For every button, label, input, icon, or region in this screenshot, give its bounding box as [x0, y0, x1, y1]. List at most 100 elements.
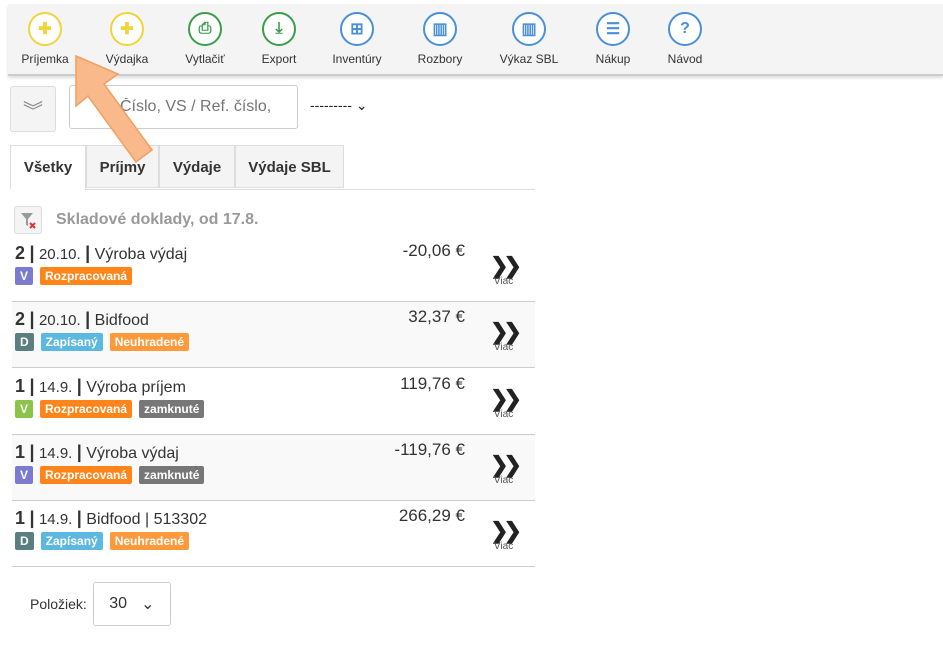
table-row[interactable]: 2 | 20.10. | Výroba výdaj -20,06 € V Rozp…: [12, 236, 535, 302]
toolbar-label: Export: [261, 52, 297, 66]
help-icon: ?: [668, 12, 702, 46]
toolbar-inventúry-button[interactable]: ⊞ Inventúry: [317, 12, 397, 66]
pager: Položiek: 30 ⌄: [30, 582, 171, 626]
status-badge: Neuhradené: [109, 532, 190, 551]
row-name: Bidfood: [94, 312, 149, 330]
status-badge: Rozpracovaná: [40, 267, 133, 285]
row-number: 2: [15, 243, 26, 263]
row-date: 14.9.: [38, 444, 73, 462]
row-title: 2 | 20.10. | Výroba výdaj: [15, 243, 188, 263]
more-button[interactable]: ❯❯ Viac: [490, 385, 522, 420]
heading-text: Skladové doklady, od 17.8.: [56, 211, 259, 228]
bar-chart-icon: ▥: [423, 12, 457, 46]
printer-icon: ⎙: [188, 12, 222, 46]
table-row[interactable]: 1 | 14.9. | Výroba príjem 119,76 € V Rozp…: [12, 369, 535, 435]
menu-icon: ☰: [596, 12, 630, 46]
filter-remove-icon: [21, 213, 36, 229]
row-date: 20.10.: [38, 312, 81, 330]
double-chevron-right-icon: ❯❯: [490, 253, 522, 278]
row-name: Výroba výdaj: [86, 444, 179, 462]
expand-filters-button[interactable]: ︾: [10, 86, 56, 132]
filter-select-value: ---------: [310, 97, 352, 113]
tab-vsetky[interactable]: Všetky: [10, 145, 86, 190]
row-number: 1: [15, 508, 26, 529]
double-chevron-right-icon: ❯❯: [490, 319, 522, 345]
row-badges: D Zapísaný Neuhradené: [15, 333, 190, 352]
status-badge: zamknuté: [139, 465, 205, 484]
status-badge: V: [15, 465, 34, 484]
search-input[interactable]: [69, 85, 298, 129]
more-button[interactable]: ❯❯ Viac: [490, 319, 522, 354]
row-badges: V Rozpracovaná zamknuté: [15, 399, 205, 418]
toolbar-label: Rozbory: [417, 52, 463, 66]
status-badge: Rozpracovaná: [40, 465, 133, 484]
row-number: 1: [15, 441, 26, 462]
chevron-down-icon: ⌄: [141, 596, 155, 613]
row-date: 14.9.: [38, 378, 73, 396]
plus-icon: ✚: [110, 12, 144, 46]
status-badge: D: [15, 532, 34, 551]
toolbar-label: Nákup: [595, 52, 631, 66]
filter-select[interactable]: --------- ⌄: [310, 97, 368, 114]
more-button[interactable]: ❯❯ Viac: [490, 520, 522, 553]
toolbar-výdajka-button[interactable]: ✚ Výdajka: [87, 12, 167, 66]
more-button[interactable]: ❯❯ Viac: [490, 253, 522, 288]
row-amount: -119,76 €: [394, 439, 465, 459]
toolbar-label: Návod: [667, 52, 703, 66]
more-label: Viac: [493, 342, 514, 354]
page-size-value: 30: [109, 595, 127, 612]
toolbar-label: Príjemka: [21, 52, 69, 66]
more-label: Viac: [493, 276, 514, 287]
status-badge: Rozpracovaná: [40, 399, 133, 418]
bar-chart-icon: ▥: [512, 12, 546, 46]
row-amount: 119,76 €: [400, 373, 465, 393]
status-badge: V: [15, 267, 34, 285]
toolbar-nákup-button[interactable]: ☰ Nákup: [573, 12, 653, 66]
toolbar-príjemka-button[interactable]: ✚ Príjemka: [5, 12, 85, 66]
table-row[interactable]: 1 | 14.9. | Výroba výdaj -119,76 € V Rozp…: [12, 434, 535, 501]
row-badges: V Rozpracovaná zamknuté: [15, 465, 205, 484]
table-row[interactable]: 2 | 20.10. | Bidfood 32,37 € D Zapísaný Ne…: [12, 302, 535, 369]
plus-icon: ✚: [28, 12, 62, 46]
row-date: 20.10.: [38, 246, 81, 263]
row-amount: 32,37 €: [408, 307, 465, 327]
list-heading: Skladové doklady, od 17.8.: [14, 206, 258, 234]
row-number: 2: [15, 309, 26, 330]
page-size-label: Položiek:: [30, 596, 87, 612]
toolbar-label: Výdajka: [105, 52, 149, 66]
row-name: Bidfood | 513302: [86, 511, 207, 529]
toolbar-výkaz-sbl-button[interactable]: ▥ Výkaz SBL: [489, 12, 569, 66]
chevron-down-icon: ⌄: [355, 97, 368, 113]
row-name: Výroba príjem: [86, 378, 186, 396]
toolbar-návod-button[interactable]: ? Návod: [645, 12, 725, 66]
double-chevron-down-icon: ︾: [23, 100, 43, 123]
status-badge: Zapísaný: [40, 333, 103, 352]
row-title: 2 | 20.10. | Bidfood: [15, 309, 149, 330]
status-badge: Neuhradené: [109, 333, 190, 352]
double-chevron-right-icon: ❯❯: [490, 385, 522, 411]
tabs: Všetky Príjmy Výdaje Výdaje SBL: [10, 145, 535, 190]
row-amount: 266,29 €: [398, 506, 465, 526]
more-button[interactable]: ❯❯ Viac: [490, 453, 522, 486]
row-number: 1: [15, 375, 26, 396]
tab-prijmy[interactable]: Príjmy: [86, 145, 159, 188]
status-badge: zamknuté: [139, 399, 205, 418]
tab-vydaje-sbl[interactable]: Výdaje SBL: [235, 145, 344, 188]
status-badge: D: [15, 333, 34, 352]
boxes-icon: ⊞: [340, 12, 374, 46]
status-badge: V: [15, 399, 34, 418]
row-badges: V Rozpracovaná: [15, 267, 133, 285]
clear-filter-button[interactable]: [14, 206, 42, 234]
tab-vydaje[interactable]: Výdaje: [159, 145, 235, 188]
row-title: 1 | 14.9. | Výroba výdaj: [15, 441, 179, 462]
page-size-select[interactable]: 30 ⌄: [92, 582, 171, 626]
more-label: Viac: [493, 474, 514, 486]
more-label: Viac: [493, 408, 514, 420]
toolbar-vytlačiť-button[interactable]: ⎙ Vytlačiť: [165, 12, 245, 66]
toolbar-export-button[interactable]: ⤓ Export: [239, 12, 319, 66]
row-amount: -20,06 €: [402, 241, 465, 260]
row-name: Výroba výdaj: [94, 246, 188, 263]
toolbar-rozbory-button[interactable]: ▥ Rozbory: [400, 12, 480, 66]
toolbar-label: Výkaz SBL: [499, 52, 559, 66]
